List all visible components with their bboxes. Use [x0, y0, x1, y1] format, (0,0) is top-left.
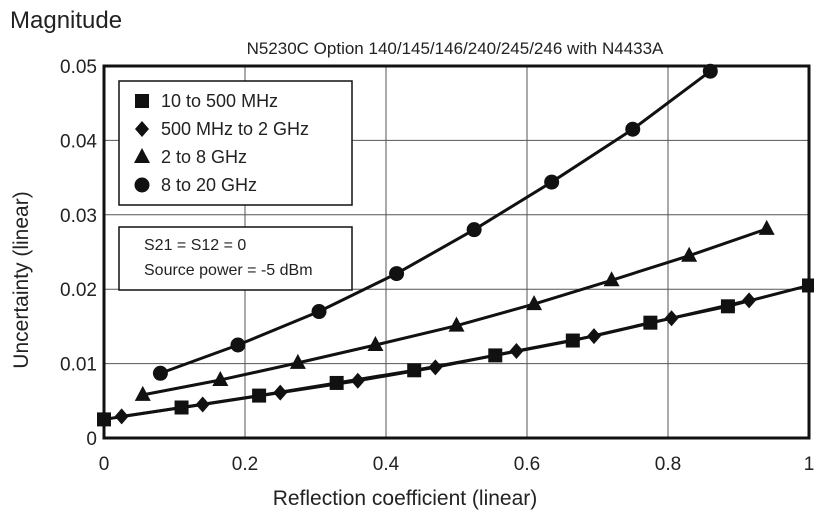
legend-marker-triangle [134, 148, 150, 163]
data-point-diamond [195, 396, 210, 413]
data-point-square [720, 299, 735, 314]
data-point-triangle [289, 353, 306, 369]
conditions-box [118, 226, 353, 291]
legend-label: 8 to 20 GHz [161, 175, 257, 195]
legend-label: 10 to 500 MHz [161, 91, 278, 111]
legend-marker-square [135, 94, 149, 108]
data-point-triangle [367, 336, 384, 351]
data-point-triangle [134, 385, 151, 401]
data-point-triangle [448, 316, 465, 332]
data-point-circle [466, 222, 482, 238]
legend-label: 2 to 8 GHz [161, 147, 247, 167]
y-tick-label: 0 [86, 429, 97, 450]
chart-title: N5230C Option 140/145/146/240/245/246 wi… [247, 39, 664, 58]
x-tick-label: 0.6 [514, 454, 540, 475]
y-axis-label: Uncertainty (linear) [10, 191, 33, 368]
x-tick-labels: 0 0.2 0.4 0.6 0.8 1 [99, 454, 814, 475]
y-tick-label: 0.05 [60, 57, 97, 78]
x-tick-label: 0 [99, 454, 110, 475]
data-point-diamond [273, 384, 288, 401]
data-point-triangle [603, 271, 620, 287]
data-point-diamond [428, 359, 443, 376]
data-point-diamond [350, 372, 365, 389]
y-tick-label: 0.03 [60, 206, 97, 227]
data-point-triangle [212, 370, 229, 386]
data-point-triangle [758, 219, 775, 235]
legend-marker-diamond [135, 121, 149, 137]
series-line-square [103, 284, 810, 421]
data-point-diamond [586, 328, 601, 345]
y-tick-label: 0.02 [60, 280, 97, 301]
data-point-square [488, 348, 503, 363]
series-markers [97, 63, 814, 427]
plot-frame [102, 64, 811, 440]
legend-marker-circle [134, 177, 150, 193]
data-point-circle [625, 121, 641, 137]
y-tick-labels: 0 0.01 0.02 0.03 0.04 0.05 [60, 57, 97, 450]
data-point-circle [389, 266, 405, 282]
condition-sparams: S21 = S12 = 0 [144, 237, 246, 254]
data-point-square [643, 315, 658, 330]
data-point-diamond [114, 408, 129, 425]
data-point-circle [544, 174, 560, 190]
data-point-circle [152, 365, 168, 381]
chart-supertitle: Magnitude [10, 7, 122, 34]
data-point-square [565, 333, 580, 348]
series-line-circle [159, 70, 712, 375]
data-point-square [407, 363, 422, 378]
data-point-triangle [526, 295, 543, 311]
conditions-note: S21 = S12 = 0 Source power = -5 dBm [118, 226, 353, 291]
data-point-diamond [664, 310, 679, 327]
data-point-circle [230, 337, 246, 353]
y-tick-label: 0.04 [60, 131, 97, 152]
x-tick-label: 0.2 [232, 454, 258, 475]
data-point-square [252, 388, 267, 403]
legend-label: 500 MHz to 2 GHz [161, 119, 309, 139]
x-axis-label: Reflection coefficient (linear) [273, 487, 538, 510]
legend-box [118, 80, 353, 206]
legend: 10 to 500 MHz 500 MHz to 2 GHz 2 to 8 GHz 8… [118, 80, 353, 206]
condition-power: Source power = -5 dBm [144, 262, 313, 279]
data-point-diamond [509, 342, 524, 359]
data-point-square [174, 400, 189, 415]
data-point-circle [311, 304, 327, 320]
legend-items: 10 to 500 MHz 500 MHz to 2 GHz 2 to 8 GHz 8… [134, 91, 309, 195]
x-tick-label: 1 [804, 454, 814, 475]
x-tick-label: 0.4 [373, 454, 400, 475]
data-point-square [329, 375, 344, 390]
x-tick-label: 0.8 [655, 454, 681, 475]
data-point-triangle [681, 246, 698, 262]
y-tick-label: 0.01 [60, 355, 97, 376]
data-point-diamond [742, 292, 757, 309]
